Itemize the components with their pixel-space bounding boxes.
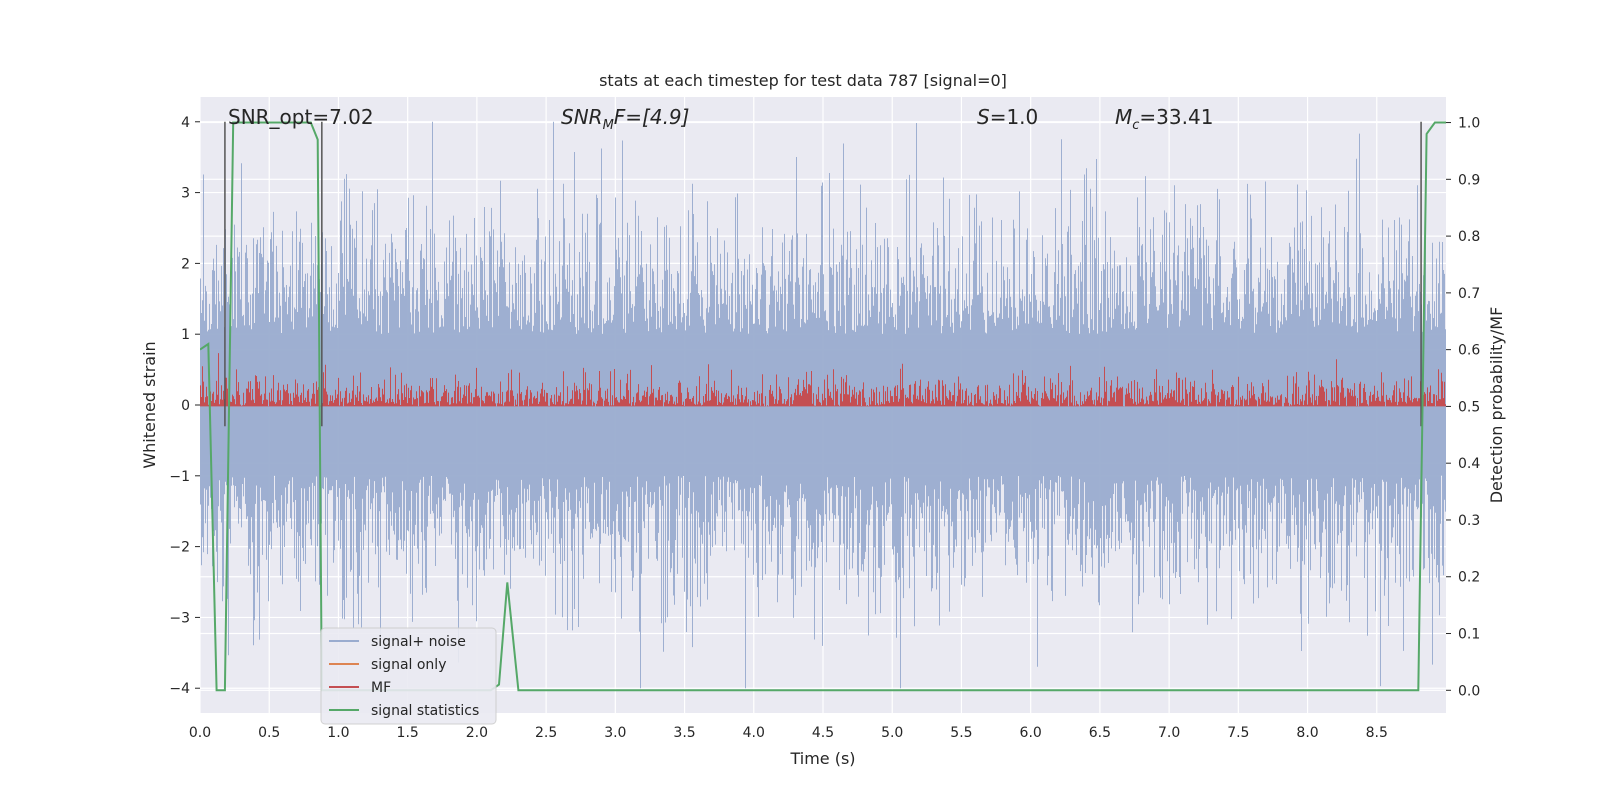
x-tick-label: 3.0: [604, 725, 626, 741]
y-tick-label: −1: [169, 469, 190, 485]
y2-axis-ticks: 1.0 0.9 0.8 0.7 0.6 0.5 0.4 0.3 0.2 0.1 0.0: [1446, 116, 1480, 699]
y-tick-label: 1: [181, 327, 190, 343]
mc-label: M: [1115, 105, 1132, 129]
x-tick-label: 3.5: [673, 725, 695, 741]
y-tick-label: 0: [181, 398, 190, 414]
y-tick-label: 4: [181, 115, 190, 131]
x-tick-label: 4.5: [812, 725, 834, 741]
y-tick-label: 2: [181, 256, 190, 272]
y2-tick-label: 0.8: [1458, 229, 1480, 245]
y-tick-label: −3: [169, 610, 190, 626]
snr-mf-sub: M: [603, 118, 614, 133]
legend-label-mf: MF: [371, 680, 391, 696]
y2-tick-label: 0.9: [1458, 172, 1480, 188]
annotation-s: S=1.0: [977, 105, 1038, 129]
x-tick-label: 7.5: [1227, 725, 1249, 741]
x-axis-ticks: 0.0 0.5 1.0 1.5 2.0 2.5 3.0 3.5 4.0 4.5 5.0 5.5 6.0 6…: [189, 725, 1388, 741]
annotation-snr-opt: SNR_opt=7.02: [228, 105, 374, 129]
x-tick-label: 6.5: [1089, 725, 1111, 741]
x-tick-label: 1.5: [397, 725, 419, 741]
x-tick-label: 5.0: [881, 725, 903, 741]
y2-tick-label: 0.6: [1458, 343, 1480, 359]
y2-tick-label: 0.4: [1458, 456, 1480, 472]
x-tick-label: 8.5: [1366, 725, 1388, 741]
x-tick-label: 7.0: [1158, 725, 1180, 741]
x-tick-label: 2.5: [535, 725, 557, 741]
marker-lines: [224, 121, 1422, 427]
x-tick-label: 0.5: [258, 725, 280, 741]
y2-tick-label: 0.0: [1458, 683, 1480, 699]
legend-label-noise: signal+ noise: [371, 634, 466, 650]
y-tick-label: 3: [181, 186, 190, 202]
y-tick-label: −4: [169, 681, 190, 697]
x-tick-label: 6.0: [1020, 725, 1042, 741]
legend-box: [320, 627, 497, 725]
mc-value: =33.41: [1139, 105, 1213, 129]
annotation-mc: Mc=33.41: [1115, 105, 1213, 133]
x-axis-label: Time (s): [789, 749, 855, 768]
legend-label-signal-only: signal only: [371, 657, 446, 673]
y2-tick-label: 1.0: [1458, 116, 1480, 132]
x-tick-label: 0.0: [189, 725, 211, 741]
legend: signal+ noise signal only MF signal stat…: [320, 627, 497, 725]
y-axis-label: Whitened strain: [140, 341, 159, 468]
s-label: S: [977, 105, 990, 129]
annotation-snr-mf: SNRMF=[4.9]: [561, 105, 689, 133]
x-tick-label: 8.0: [1296, 725, 1318, 741]
mf-series: [200, 353, 1446, 407]
y2-tick-label: 0.3: [1458, 513, 1480, 529]
x-tick-label: 5.5: [950, 725, 972, 741]
snr-mf-suffix: F=[4.9]: [614, 105, 690, 129]
legend-label-statistics: signal statistics: [371, 703, 479, 719]
y2-tick-label: 0.2: [1458, 570, 1480, 586]
y2-tick-label: 0.7: [1458, 286, 1480, 302]
chart-title: stats at each timestep for test data 787…: [599, 71, 1007, 90]
y-axis-ticks: 4 3 2 1 0 −1 −2 −3 −4: [169, 115, 200, 697]
snr-mf-prefix: SNR: [561, 105, 603, 129]
y2-tick-label: 0.1: [1458, 627, 1480, 643]
s-value: =1.0: [990, 105, 1039, 129]
x-tick-label: 1.0: [327, 725, 349, 741]
y-tick-label: −2: [169, 540, 190, 556]
x-tick-label: 4.0: [743, 725, 765, 741]
y2-tick-label: 0.5: [1458, 399, 1480, 415]
x-tick-label: 2.0: [466, 725, 488, 741]
mc-sub: c: [1132, 118, 1139, 133]
y2-axis-label: Detection probability/MF: [1487, 307, 1506, 504]
